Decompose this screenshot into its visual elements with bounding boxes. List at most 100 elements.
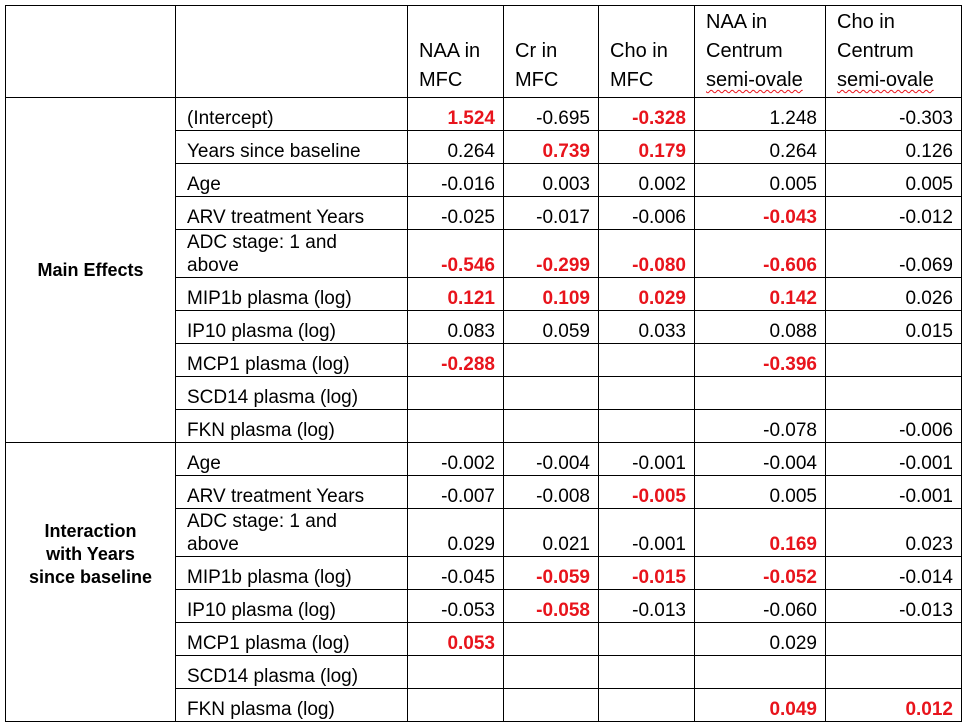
cell-cho-mfc: 0.179: [598, 130, 695, 164]
cell-cho-mfc: -0.015: [598, 556, 695, 590]
row-label: SCD14 plasma (log): [175, 376, 408, 410]
cell-cho-mfc: [598, 688, 695, 722]
cell-naa-centrum: [694, 655, 826, 689]
row-label: FKN plasma (log): [175, 688, 408, 722]
cell-naa-centrum: -0.060: [694, 589, 826, 623]
header-blank-group: [5, 5, 176, 98]
cell-cho-centrum: 0.005: [825, 163, 962, 197]
table-row: MIP1b plasma (log) 0.121 0.109 0.029 0.142 0.…: [6, 277, 962, 311]
row-label: ARV treatment Years: [175, 196, 408, 230]
cell-cho-mfc: -0.005: [598, 475, 695, 509]
cell-cho-mfc: [598, 622, 695, 656]
row-label: MIP1b plasma (log): [175, 277, 408, 311]
cell-cr-mfc: -0.299: [503, 229, 599, 278]
row-label: MCP1 plasma (log): [175, 343, 408, 377]
cell-naa-centrum: [694, 376, 826, 410]
cell-cr-mfc: 0.109: [503, 277, 599, 311]
cell-cho-centrum: -0.012: [825, 196, 962, 230]
table-row: MCP1 plasma (log) 0.053 0.029: [6, 622, 962, 656]
cell-cr-mfc: -0.017: [503, 196, 599, 230]
group-label-main-effects: Main Effects: [5, 97, 176, 443]
cell-naa-mfc: -0.288: [407, 343, 504, 377]
cell-naa-centrum: -0.043: [694, 196, 826, 230]
row-label: (Intercept): [175, 97, 408, 131]
table-row: FKN plasma (log) 0.049 0.012: [6, 688, 962, 722]
cell-cho-mfc: 0.029: [598, 277, 695, 311]
cell-cho-mfc: [598, 409, 695, 443]
cell-naa-centrum: 0.029: [694, 622, 826, 656]
results-table: NAA in MFC Cr in MFC Cho in MFC NAA in C…: [5, 5, 962, 722]
cell-cr-mfc: -0.008: [503, 475, 599, 509]
cell-naa-mfc: 0.264: [407, 130, 504, 164]
cell-naa-centrum: 0.005: [694, 163, 826, 197]
cell-cho-centrum: 0.126: [825, 130, 962, 164]
cell-cho-centrum: -0.001: [825, 442, 962, 476]
cell-naa-centrum: -0.396: [694, 343, 826, 377]
row-label: Years since baseline: [175, 130, 408, 164]
col-header-cr-mfc: Cr in MFC: [503, 5, 599, 98]
group-label-interaction: Interaction with Years since baseline: [5, 442, 176, 722]
cell-naa-centrum: -0.606: [694, 229, 826, 278]
cell-naa-centrum: 1.248: [694, 97, 826, 131]
table-row: Interaction with Years since baseline Age -0…: [5, 442, 962, 722]
row-label: ARV treatment Years: [175, 475, 408, 509]
col-header-naa-centrum: NAA in Centrum semi-ovale: [694, 5, 826, 98]
cell-cho-mfc: -0.001: [598, 442, 695, 476]
cell-naa-centrum: 0.264: [694, 130, 826, 164]
cell-cho-centrum: 0.015: [825, 310, 962, 344]
row-label: MCP1 plasma (log): [175, 622, 408, 656]
cell-naa-mfc: 0.121: [407, 277, 504, 311]
cell-naa-mfc: 0.053: [407, 622, 504, 656]
cell-cho-centrum: [825, 655, 962, 689]
cell-cho-centrum: 0.023: [825, 508, 962, 557]
col-header-cho-centrum: Cho in Centrum semi-ovale: [825, 5, 962, 98]
cell-cho-centrum: 0.012: [825, 688, 962, 722]
header-blank-label: [175, 5, 408, 98]
cell-cho-centrum: -0.001: [825, 475, 962, 509]
cell-naa-centrum: -0.078: [694, 409, 826, 443]
row-label: ADC stage: 1 and above: [175, 508, 408, 557]
row-label: Age: [175, 163, 408, 197]
cell-cho-centrum: -0.069: [825, 229, 962, 278]
cell-naa-mfc: [407, 409, 504, 443]
cell-cho-mfc: 0.002: [598, 163, 695, 197]
cell-cho-mfc: -0.001: [598, 508, 695, 557]
cell-cr-mfc: [503, 622, 599, 656]
cell-cr-mfc: [503, 376, 599, 410]
cell-naa-mfc: -0.546: [407, 229, 504, 278]
cell-cho-mfc: [598, 343, 695, 377]
cell-cho-mfc: 0.033: [598, 310, 695, 344]
col-header-naa-mfc: NAA in MFC: [407, 5, 504, 98]
cell-naa-mfc: [407, 688, 504, 722]
cell-cr-mfc: [503, 688, 599, 722]
cell-cr-mfc: 0.059: [503, 310, 599, 344]
cell-naa-mfc: [407, 655, 504, 689]
table-row: FKN plasma (log) -0.078 -0.006: [6, 409, 962, 443]
cell-cr-mfc: 0.739: [503, 130, 599, 164]
cell-naa-centrum: 0.142: [694, 277, 826, 311]
cell-cho-mfc: -0.328: [598, 97, 695, 131]
cell-naa-mfc: -0.016: [407, 163, 504, 197]
table-row: IP10 plasma (log) -0.053 -0.058 -0.013 -0.06…: [6, 589, 962, 623]
cell-cho-centrum: 0.026: [825, 277, 962, 311]
cell-cho-centrum: -0.013: [825, 589, 962, 623]
row-label: SCD14 plasma (log): [175, 655, 408, 689]
cell-cr-mfc: -0.695: [503, 97, 599, 131]
cell-naa-mfc: -0.002: [407, 442, 504, 476]
cell-naa-mfc: 0.029: [407, 508, 504, 557]
table-row: ARV treatment Years -0.025 -0.017 -0.006 -0.…: [6, 196, 962, 230]
cell-naa-mfc: -0.007: [407, 475, 504, 509]
cell-naa-mfc: [407, 376, 504, 410]
cell-naa-centrum: 0.049: [694, 688, 826, 722]
cell-cho-centrum: -0.303: [825, 97, 962, 131]
table-row: Age -0.016 0.003 0.002 0.005 0.005: [6, 163, 962, 197]
cell-cr-mfc: [503, 655, 599, 689]
cell-naa-centrum: 0.169: [694, 508, 826, 557]
cell-naa-centrum: -0.052: [694, 556, 826, 590]
table-row: ARV treatment Years -0.007 -0.008 -0.005 0.0…: [6, 475, 962, 509]
row-label: FKN plasma (log): [175, 409, 408, 443]
cell-naa-mfc: 0.083: [407, 310, 504, 344]
table-row: ADC stage: 1 and above 0.029 0.021 -0.001 0.1…: [6, 508, 962, 557]
row-label: Age: [175, 442, 408, 476]
cell-cr-mfc: 0.003: [503, 163, 599, 197]
